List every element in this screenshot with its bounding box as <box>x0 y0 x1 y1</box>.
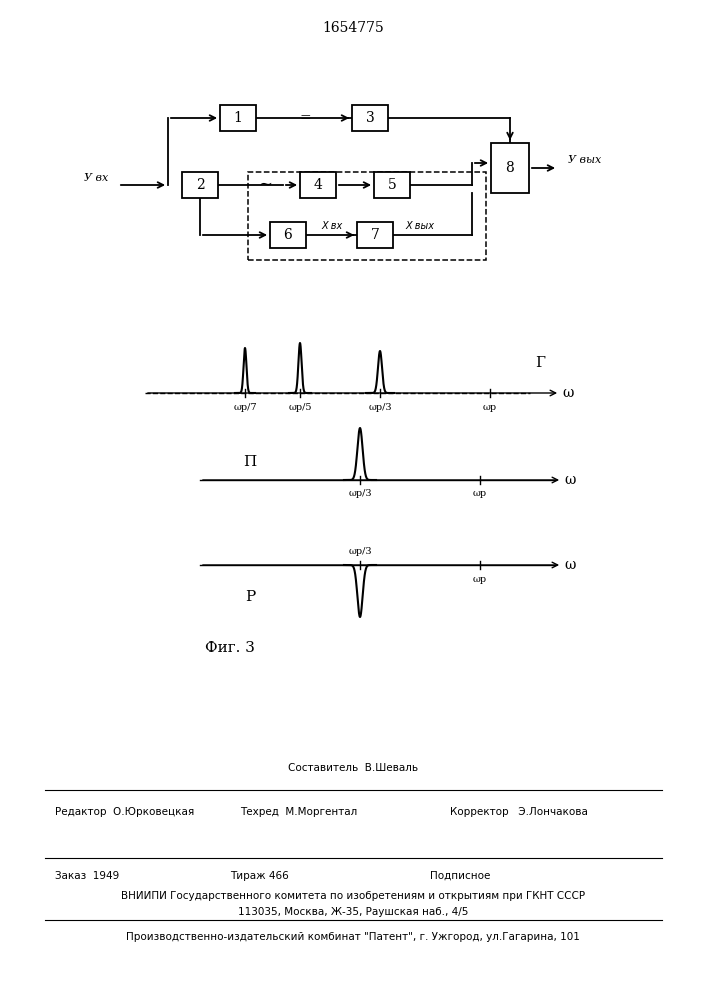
Text: ωр/7: ωр/7 <box>233 402 257 412</box>
Bar <box>182 172 218 198</box>
Text: ωр/3: ωр/3 <box>348 489 372 498</box>
Bar <box>352 105 388 131</box>
Text: Г: Г <box>535 356 545 370</box>
Text: Р: Р <box>245 590 255 604</box>
Text: Корректор   Э.Лончакова: Корректор Э.Лончакова <box>450 807 588 817</box>
Text: ω: ω <box>562 386 573 400</box>
Text: Тираж 466: Тираж 466 <box>230 871 288 881</box>
Text: Редактор  О.Юрковецкая: Редактор О.Юрковецкая <box>55 807 194 817</box>
Text: ~: ~ <box>258 176 272 194</box>
Text: ωр: ωр <box>473 574 487 584</box>
Text: Производственно-издательский комбинат "Патент", г. Ужгород, ул.Гагарина, 101: Производственно-издательский комбинат "П… <box>126 932 580 942</box>
Text: У вх: У вх <box>83 173 108 183</box>
Text: ωр/3: ωр/3 <box>348 548 372 556</box>
Text: ВНИИПИ Государственного комитета по изобретениям и открытиям при ГКНТ СССР: ВНИИПИ Государственного комитета по изоб… <box>121 891 585 901</box>
Bar <box>300 172 336 198</box>
Text: Фиг. 3: Фиг. 3 <box>205 641 255 655</box>
Text: 4: 4 <box>314 178 322 192</box>
Text: Техред  М.Моргентал: Техред М.Моргентал <box>240 807 357 817</box>
Text: Составитель  В.Шеваль: Составитель В.Шеваль <box>288 763 418 773</box>
Text: Заказ  1949: Заказ 1949 <box>55 871 119 881</box>
Bar <box>220 105 256 131</box>
Bar <box>357 222 393 248</box>
Bar <box>374 172 410 198</box>
Text: Х вых: Х вых <box>406 221 435 231</box>
Text: Подписное: Подписное <box>430 871 491 881</box>
Bar <box>248 172 486 260</box>
Text: ωр: ωр <box>483 402 497 412</box>
Text: 8: 8 <box>506 161 515 175</box>
Text: 7: 7 <box>370 228 380 242</box>
Text: Х вх: Х вх <box>322 221 343 231</box>
Text: ωр: ωр <box>473 489 487 498</box>
Text: 2: 2 <box>196 178 204 192</box>
Text: ω: ω <box>564 473 575 487</box>
Bar <box>270 222 306 248</box>
Text: ωр/5: ωр/5 <box>288 402 312 412</box>
Bar <box>491 143 529 193</box>
Text: 5: 5 <box>387 178 397 192</box>
Text: =: = <box>299 111 311 125</box>
Text: 3: 3 <box>366 111 375 125</box>
Text: П: П <box>243 455 257 469</box>
Text: У вых: У вых <box>568 155 601 165</box>
Text: 6: 6 <box>284 228 293 242</box>
Text: 1654775: 1654775 <box>322 21 384 35</box>
Text: 113035, Москва, Ж-35, Раушская наб., 4/5: 113035, Москва, Ж-35, Раушская наб., 4/5 <box>238 907 468 917</box>
Text: ωр/3: ωр/3 <box>368 402 392 412</box>
Text: 1: 1 <box>233 111 243 125</box>
Text: ω: ω <box>564 558 575 572</box>
